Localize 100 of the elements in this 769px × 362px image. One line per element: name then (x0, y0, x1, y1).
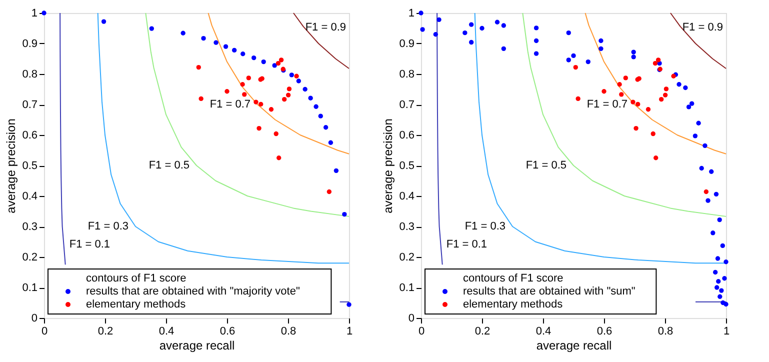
point (420, 27, 425, 32)
x-tick-label: 0.4 (536, 326, 552, 338)
y-axis-title: average precision (4, 118, 18, 214)
line-series (584, 12, 726, 154)
point (617, 82, 622, 87)
x-tick-label: 0.6 (220, 326, 236, 338)
point (623, 76, 628, 80)
point (494, 20, 500, 24)
annotation: contours of F1 score (463, 272, 564, 284)
point (223, 44, 228, 49)
point (201, 36, 206, 41)
point (232, 48, 237, 53)
x-tick-label: 0.2 (98, 326, 114, 338)
point (258, 102, 264, 107)
point (634, 126, 638, 131)
point (709, 169, 714, 174)
point (631, 50, 636, 54)
point (468, 40, 474, 45)
point (654, 156, 658, 160)
point (501, 23, 506, 28)
y-tick-label: 0 (408, 312, 414, 324)
point (274, 131, 278, 136)
series-label: F1 = 0.5 (148, 160, 190, 172)
y-tick-label: 0.2 (399, 252, 414, 264)
point (42, 10, 46, 16)
point (658, 96, 664, 102)
point (573, 64, 578, 70)
point (198, 96, 204, 102)
point (246, 76, 251, 80)
point (714, 192, 719, 197)
point (662, 92, 668, 98)
point (462, 30, 468, 36)
point (650, 131, 656, 136)
point (272, 63, 277, 68)
y-tick-label: 0.5 (399, 160, 414, 172)
point (715, 256, 720, 261)
point (224, 89, 230, 94)
point (318, 114, 323, 118)
y-tick-label: 0.9 (22, 38, 38, 50)
point (240, 52, 246, 56)
point (704, 189, 709, 194)
x-axis-title: average recall (536, 338, 612, 352)
point (328, 140, 334, 145)
point (598, 38, 604, 44)
line-series (208, 12, 350, 154)
point (433, 32, 438, 37)
point (652, 60, 658, 66)
point (646, 107, 651, 112)
y-tick-label: 0.2 (22, 252, 38, 264)
point (149, 26, 154, 31)
point (717, 217, 722, 222)
series-label: F1 = 0.7 (586, 98, 628, 110)
point (326, 189, 332, 194)
point (724, 302, 728, 307)
line-series (670, 12, 726, 70)
series-label: F1 = 0.1 (446, 238, 488, 251)
y-tick-label: 1 (31, 8, 38, 20)
y-tick-label: 0.6 (399, 130, 414, 142)
point (534, 51, 539, 56)
point (566, 30, 571, 36)
x-tick-label: 0.2 (474, 326, 490, 338)
series-label: F1 = 0.7 (210, 98, 250, 110)
point (342, 212, 347, 217)
point (468, 22, 474, 27)
series-label: F1 = 0.1 (69, 238, 110, 251)
point (254, 100, 258, 104)
point (714, 285, 720, 290)
point (671, 74, 676, 78)
point (602, 89, 606, 94)
y-tick-label: 0.5 (22, 160, 38, 172)
point (534, 38, 539, 44)
point (308, 96, 313, 100)
point (323, 125, 328, 130)
y-tick-label: 1 (408, 8, 414, 20)
x-tick-label: 0.6 (596, 326, 612, 338)
x-tick-label: 0 (41, 326, 48, 338)
point (276, 156, 282, 160)
y-tick-label: 0.4 (22, 190, 38, 202)
y-tick-label: 0.6 (22, 130, 38, 142)
x-axis-title: average recall (159, 338, 235, 352)
point (696, 120, 701, 126)
point (664, 86, 669, 92)
point (571, 53, 576, 58)
point (214, 40, 218, 45)
line-series (145, 12, 350, 217)
series-label: F1 = 0.5 (526, 160, 566, 172)
line-series (522, 12, 726, 217)
y-tick-label: 0.8 (399, 68, 414, 80)
point (692, 134, 698, 138)
point (196, 64, 201, 70)
series-label: F1 = 0.3 (88, 220, 128, 232)
point (268, 107, 274, 112)
point (636, 102, 640, 107)
point (598, 46, 604, 52)
series-label: F1 = 0.9 (305, 22, 346, 34)
y-tick-label: 0.9 (399, 38, 414, 50)
point (289, 72, 294, 78)
point (586, 59, 590, 64)
point (418, 10, 424, 16)
y-tick-label: 0.7 (399, 99, 414, 111)
